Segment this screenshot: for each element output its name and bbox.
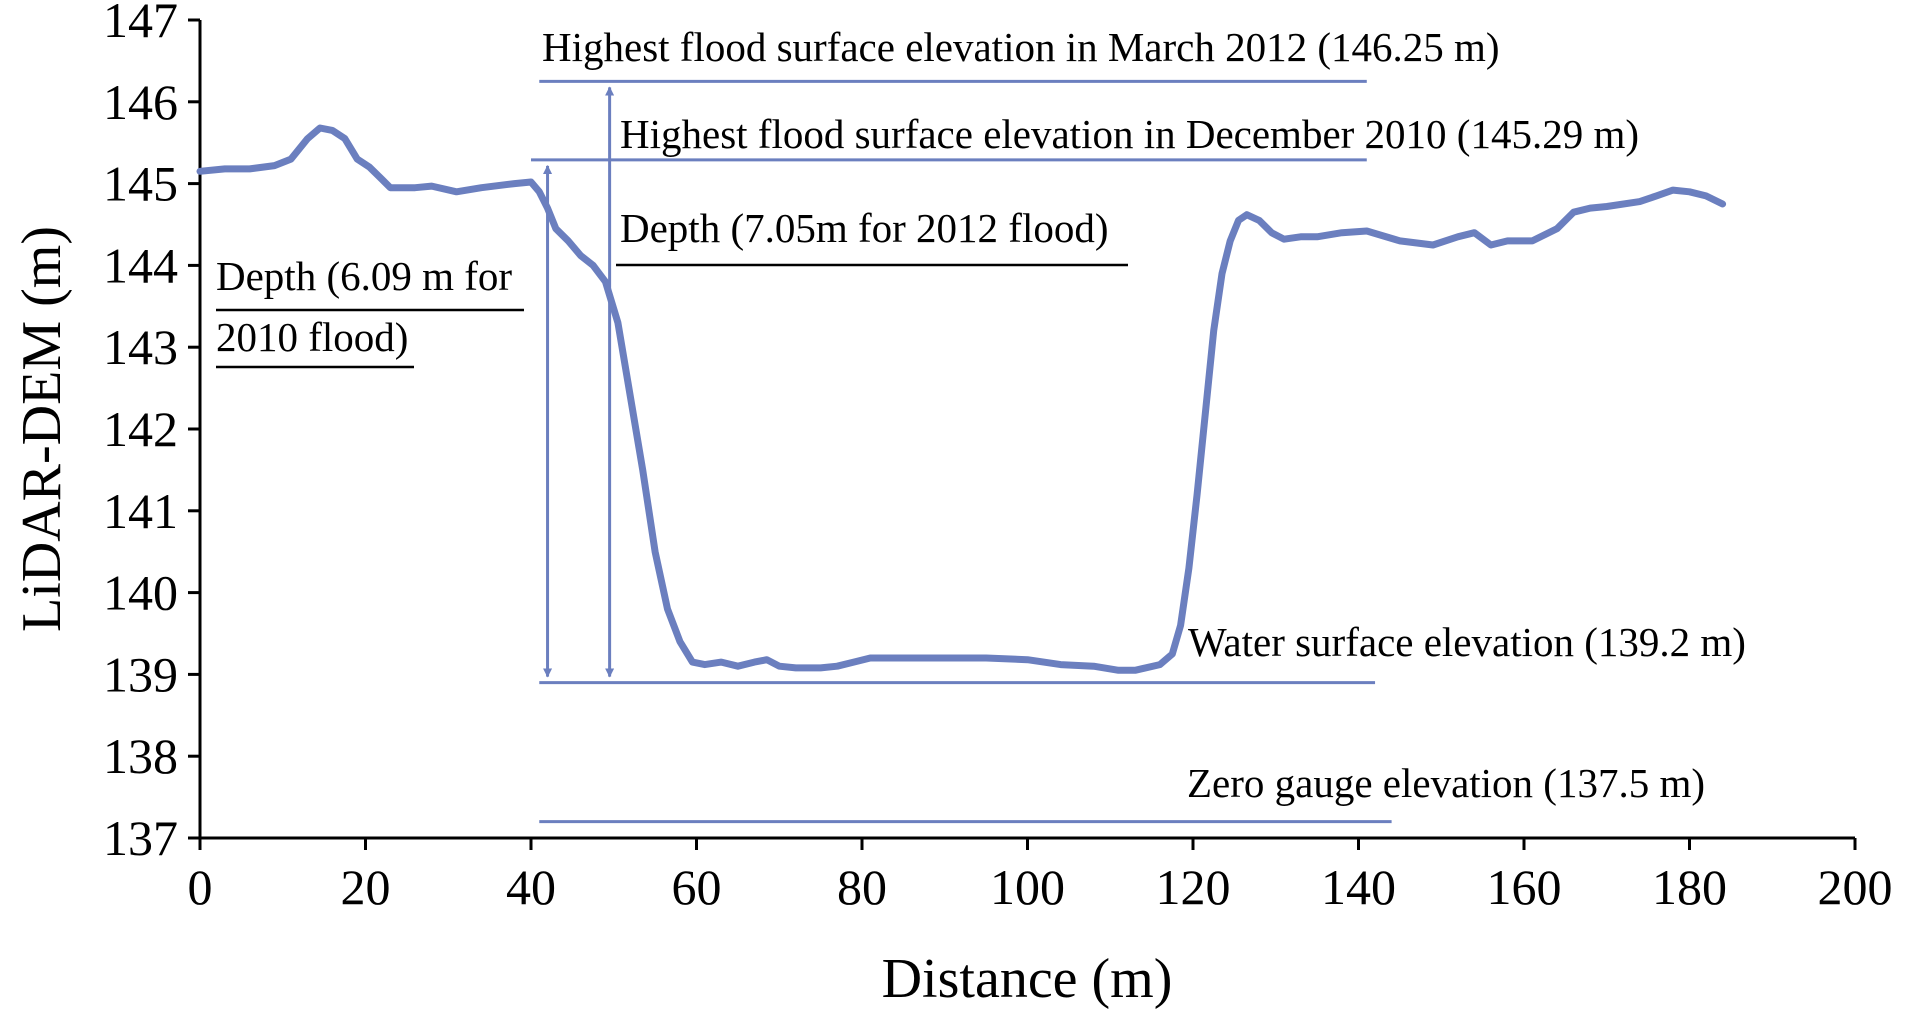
december-2010-label: Highest flood surface elevation in Decem… bbox=[620, 111, 1639, 157]
x-tick-label: 180 bbox=[1652, 859, 1727, 915]
y-tick-label: 141 bbox=[103, 483, 178, 539]
y-tick-label: 144 bbox=[103, 237, 178, 293]
water-surface-label: Water surface elevation (139.2 m) bbox=[1188, 619, 1746, 665]
y-tick-label: 142 bbox=[103, 401, 178, 457]
x-tick-labels: 0 20 40 60 80 100 120 140 160 180 200 bbox=[188, 859, 1893, 915]
y-axis-title: LiDAR-DEM (m) bbox=[11, 226, 73, 632]
x-tick-label: 200 bbox=[1818, 859, 1893, 915]
y-tick-label: 140 bbox=[103, 565, 178, 621]
x-tick-label: 100 bbox=[990, 859, 1065, 915]
zero-gauge-label: Zero gauge elevation (137.5 m) bbox=[1187, 760, 1705, 806]
depth-2010-label-line1: Depth (6.09 m for bbox=[216, 253, 512, 299]
y-tick-label: 145 bbox=[103, 156, 178, 212]
x-tick-label: 160 bbox=[1487, 859, 1562, 915]
x-tick-label: 40 bbox=[506, 859, 556, 915]
depth-arrows bbox=[543, 86, 615, 678]
y-tick-label: 137 bbox=[103, 810, 178, 866]
x-tick-label: 140 bbox=[1321, 859, 1396, 915]
reference-lines bbox=[531, 79, 1392, 824]
terrain-profile-line bbox=[196, 124, 1727, 674]
y-tick-labels: 137 138 139 140 141 142 143 144 145 146 147 bbox=[103, 0, 178, 866]
y-tick-label: 147 bbox=[103, 0, 178, 48]
x-tick-label: 0 bbox=[188, 859, 213, 915]
x-tick-label: 120 bbox=[1156, 859, 1231, 915]
y-tick-label: 146 bbox=[103, 74, 178, 130]
x-tick-label: 60 bbox=[672, 859, 722, 915]
depth-2010-label-line2: 2010 flood) bbox=[216, 314, 408, 360]
y-ticks bbox=[188, 18, 200, 840]
x-axis-title: Distance (m) bbox=[882, 948, 1173, 1010]
y-tick-label: 143 bbox=[103, 319, 178, 375]
y-tick-label: 138 bbox=[103, 728, 178, 784]
march-2012-label: Highest flood surface elevation in March… bbox=[542, 24, 1500, 70]
x-tick-label: 20 bbox=[341, 859, 391, 915]
y-tick-label: 139 bbox=[103, 646, 178, 702]
depth-2012-label: Depth (7.05m for 2012 flood) bbox=[620, 205, 1109, 251]
x-tick-label: 80 bbox=[837, 859, 887, 915]
x-ticks bbox=[198, 838, 1857, 850]
